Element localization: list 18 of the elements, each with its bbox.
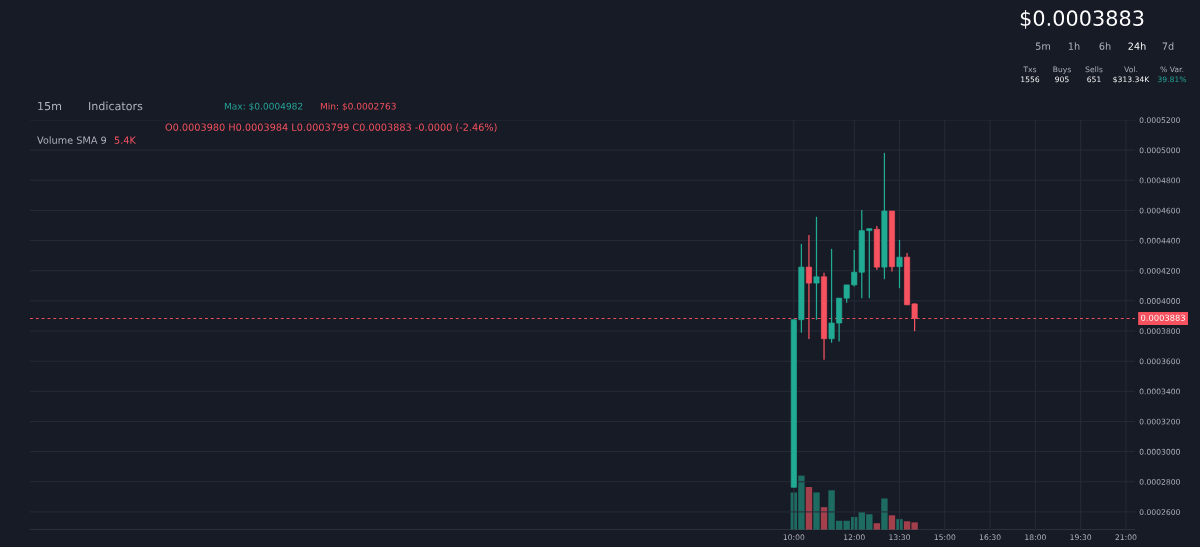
text: Indicators <box>89 101 143 111</box>
text: 5m <box>1035 42 1050 50</box>
text: 24h <box>1128 42 1146 50</box>
annotation: Volume SMA 9 <box>37 136 107 144</box>
bar <box>813 492 820 530</box>
text: 1h <box>1068 42 1080 50</box>
text: Min: $0.0002763 <box>320 102 396 111</box>
text: Max: $0.0004982 <box>224 102 303 111</box>
ref-line-label: 0.0003883 <box>1141 314 1185 321</box>
text: 7d <box>1162 42 1174 50</box>
candlestick <box>896 239 903 289</box>
annotation: 5.4K <box>114 136 137 144</box>
text: 6h <box>1099 42 1111 50</box>
annotation: O0.0003980 H0.0003984 L0.0003799 C0.0003883 -0.0000 (-2.46%) <box>165 123 497 132</box>
text: 15m <box>38 101 62 111</box>
text: $0.0003883 <box>1020 9 1144 29</box>
bar <box>881 498 888 530</box>
candlestick <box>813 216 820 321</box>
